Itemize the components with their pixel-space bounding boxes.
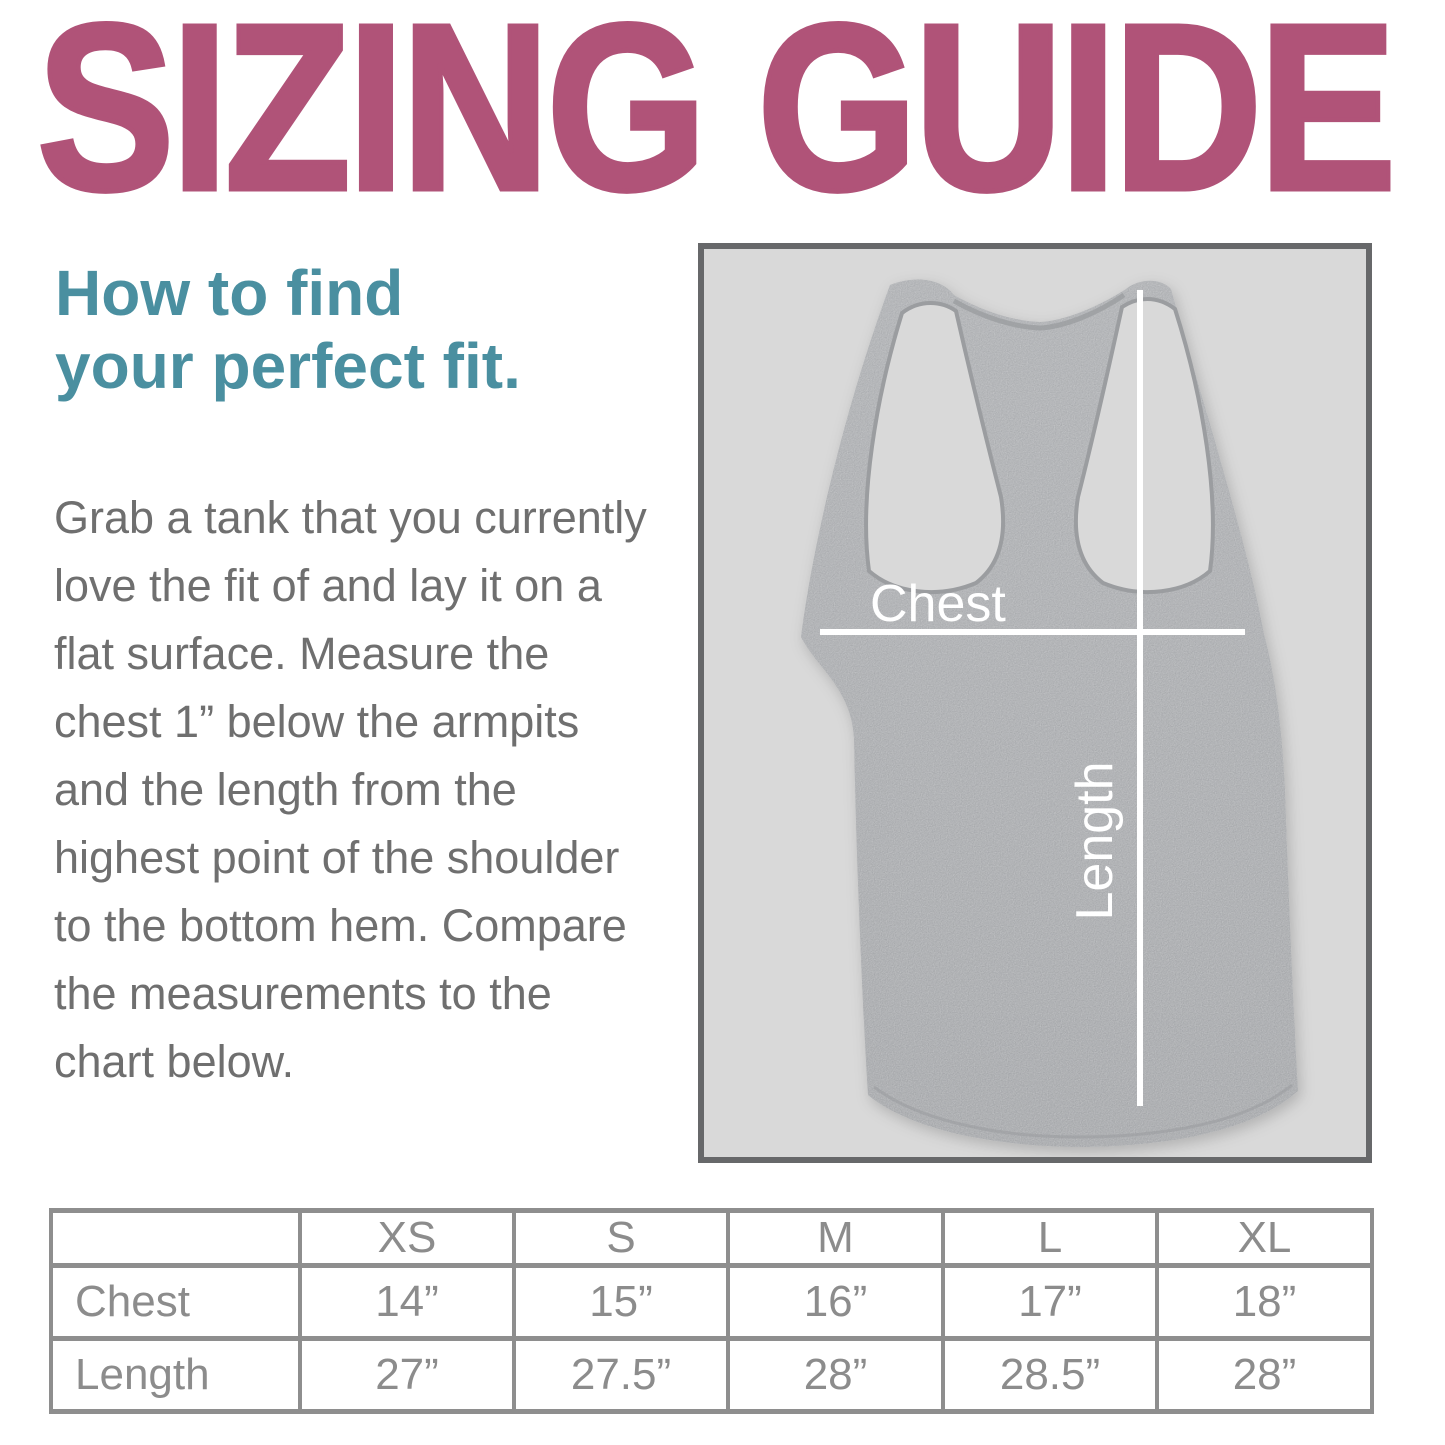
length-xs: 27”: [298, 1336, 516, 1414]
size-col-l: L: [941, 1208, 1159, 1268]
right-armhole-opening: [1073, 297, 1215, 595]
chest-measure-label: Chest: [870, 575, 1006, 633]
tank-heather-texture: [801, 279, 1298, 1147]
size-col-xl: XL: [1155, 1208, 1374, 1268]
length-xl: 28”: [1155, 1336, 1374, 1414]
length-row-label: Length: [49, 1336, 302, 1414]
length-l: 28.5”: [941, 1336, 1159, 1414]
chest-s: 15”: [512, 1263, 730, 1341]
chest-l: 17”: [941, 1263, 1159, 1341]
tank-diagram-box: Chest Length: [698, 243, 1372, 1163]
left-armhole-opening: [864, 301, 1006, 595]
hem-stitch: [873, 1083, 1293, 1139]
length-row: Length 27” 27.5” 28” 28.5” 28”: [49, 1336, 1374, 1414]
chest-xs: 14”: [298, 1263, 516, 1341]
size-table-header-row: XS S M L XL: [49, 1208, 1374, 1268]
chest-row-label: Chest: [49, 1263, 302, 1341]
tank-top-diagram: Chest Length: [801, 279, 1298, 1147]
length-measure-label: Length: [1066, 761, 1124, 920]
size-col-s: S: [512, 1208, 730, 1268]
intro-heading: How to find your perfect fit.: [55, 257, 521, 402]
intro-body: Grab a tank that you currently love the …: [54, 492, 647, 1087]
page-title: SIZING GUIDE: [35, 0, 1399, 240]
size-col-m: M: [726, 1208, 945, 1268]
neckline-stitch: [952, 292, 1126, 331]
size-table-corner-cell: [49, 1208, 302, 1268]
chest-xl: 18”: [1155, 1263, 1374, 1341]
chest-m: 16”: [726, 1263, 945, 1341]
size-table: XS S M L XL Chest 14” 15” 16” 17” 18” Le…: [49, 1208, 1374, 1414]
size-col-xs: XS: [298, 1208, 516, 1268]
length-s: 27.5”: [512, 1336, 730, 1414]
chest-row: Chest 14” 15” 16” 17” 18”: [49, 1263, 1374, 1341]
length-m: 28”: [726, 1336, 945, 1414]
